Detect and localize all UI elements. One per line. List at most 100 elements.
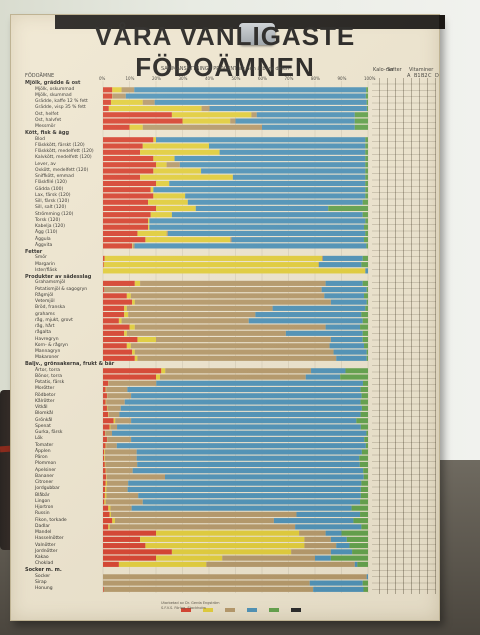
bar-segment-other	[354, 124, 368, 130]
bar-segment-other	[365, 193, 368, 199]
bar-segment-other	[359, 455, 368, 461]
bar-segment-protein	[103, 293, 127, 299]
bar-segment-protein	[103, 386, 106, 393]
bar-segment-protein	[103, 543, 146, 549]
bar-segment-fat	[161, 368, 166, 374]
food-label: Sirap	[35, 580, 47, 585]
bar-segment-other	[365, 149, 368, 155]
bar-segment-other	[365, 443, 368, 449]
bar-segment-fat	[108, 524, 110, 530]
food-label: Kakao	[35, 555, 49, 561]
food-label: Lök	[35, 436, 43, 442]
bar-segment-other	[360, 324, 368, 330]
food-label: Ägg (110)	[35, 230, 58, 236]
bar-segment-protein	[103, 149, 141, 155]
bar-segment-protein	[103, 549, 172, 555]
bar-segment-other	[366, 243, 368, 249]
bar-segment-water	[256, 112, 355, 118]
bar-segment-water	[272, 305, 366, 311]
bar-segment-water	[132, 468, 364, 474]
food-label: Lax, färsk (120)	[35, 192, 71, 198]
bar-segment-water	[365, 268, 368, 274]
food-label: Mjölk, skummad	[35, 92, 72, 98]
bar-segment-water	[336, 543, 350, 549]
poster-title: VÅRA VANLIGASTE FÖDOÄMNEN	[94, 21, 356, 82]
bar-segment-water	[116, 443, 366, 449]
bar-segment-water	[138, 493, 361, 499]
bar-segment-carbohydrate	[110, 424, 118, 430]
food-label: Honung	[35, 586, 53, 592]
bar-segment-carbohydrate	[106, 399, 125, 405]
food-label: Bröd, franska	[35, 305, 65, 311]
food-label: Makaroner	[35, 355, 59, 361]
bar-segment-protein	[103, 93, 113, 99]
bar-segment-other	[362, 330, 368, 336]
bar-segment-water	[131, 418, 357, 424]
bar-segment-carbohydrate	[112, 93, 126, 99]
bar-segment-carbohydrate	[132, 243, 135, 249]
bar-segment-fat	[150, 187, 154, 193]
food-label: Lever, av	[35, 161, 56, 167]
bar-segment-carbohydrate	[291, 549, 331, 555]
bar-segment-water	[325, 324, 361, 330]
bar-segment-fat	[156, 180, 170, 187]
axis-tick: 50%	[231, 76, 241, 81]
bar-segment-carbohydrate	[156, 337, 331, 343]
bar-segment-fat	[129, 324, 135, 330]
food-label: Blomkål	[35, 411, 54, 417]
bar-segment-carbohydrate	[107, 405, 121, 411]
bar-segment-fat	[150, 212, 172, 218]
bar-segment-carbohydrate	[104, 455, 137, 461]
bar-segment-fat	[132, 349, 135, 355]
bar-segment-other	[366, 287, 368, 293]
legend-swatch-other	[269, 608, 279, 612]
bar-segment-water	[330, 299, 367, 305]
bar-segment-protein	[103, 349, 133, 355]
bar-segment-carbohydrate	[201, 105, 210, 112]
bar-segment-carbohydrate	[105, 499, 143, 505]
bar-segment-carbohydrate	[103, 574, 367, 580]
bar-segment-water	[117, 424, 361, 430]
bar-segment-other	[352, 549, 368, 555]
bar-segment-carbohydrate	[104, 287, 322, 293]
bar-segment-other	[360, 511, 368, 517]
bar-segment-other	[340, 374, 368, 380]
bar-segment-other	[365, 155, 368, 162]
bar-segment-protein	[103, 455, 105, 461]
bar-segment-other	[330, 555, 368, 561]
food-label: Korn- & rågryn	[35, 342, 68, 348]
bar-segment-protein	[103, 218, 149, 224]
bar-segment-other	[362, 212, 368, 218]
bar-segment-other	[345, 368, 368, 374]
bar-segment-protein	[103, 312, 125, 318]
food-label: Valnötter	[35, 542, 56, 548]
bar-segment-other	[360, 486, 368, 492]
food-label: Rågmjöl	[35, 292, 54, 298]
bar-segment-water	[354, 561, 358, 567]
bar-segment-other	[361, 312, 368, 318]
bar-segment-water	[165, 474, 364, 480]
bar-segment-other	[366, 87, 368, 93]
bar-segment-protein	[103, 237, 146, 243]
food-label: Oxkött, medelfett (120)	[35, 167, 89, 173]
food-label: Grahamsmjöl	[35, 280, 66, 286]
axis-tick: 60%	[258, 76, 267, 81]
bar-segment-water	[112, 430, 367, 436]
bar-segment-carbohydrate	[251, 112, 257, 118]
bar-segment-other	[365, 230, 368, 236]
bar-segment-other	[341, 530, 368, 536]
bar-segment-other	[360, 499, 368, 505]
bar-segment-protein	[103, 430, 106, 436]
bar-segment-protein	[103, 193, 154, 199]
bar-segment-other	[357, 561, 368, 567]
bar-segment-water	[174, 155, 366, 162]
food-label: Hasselnötter	[35, 536, 64, 542]
bar-segment-carbohydrate	[130, 343, 330, 349]
food-label: Tomater	[35, 442, 54, 448]
bar-segment-water	[136, 449, 362, 455]
bar-segment-water	[311, 368, 346, 374]
bar-segment-protein	[103, 399, 106, 405]
bar-segment-protein	[103, 230, 138, 236]
bar-segment-protein	[103, 243, 133, 249]
bar-segment-water	[131, 505, 352, 511]
